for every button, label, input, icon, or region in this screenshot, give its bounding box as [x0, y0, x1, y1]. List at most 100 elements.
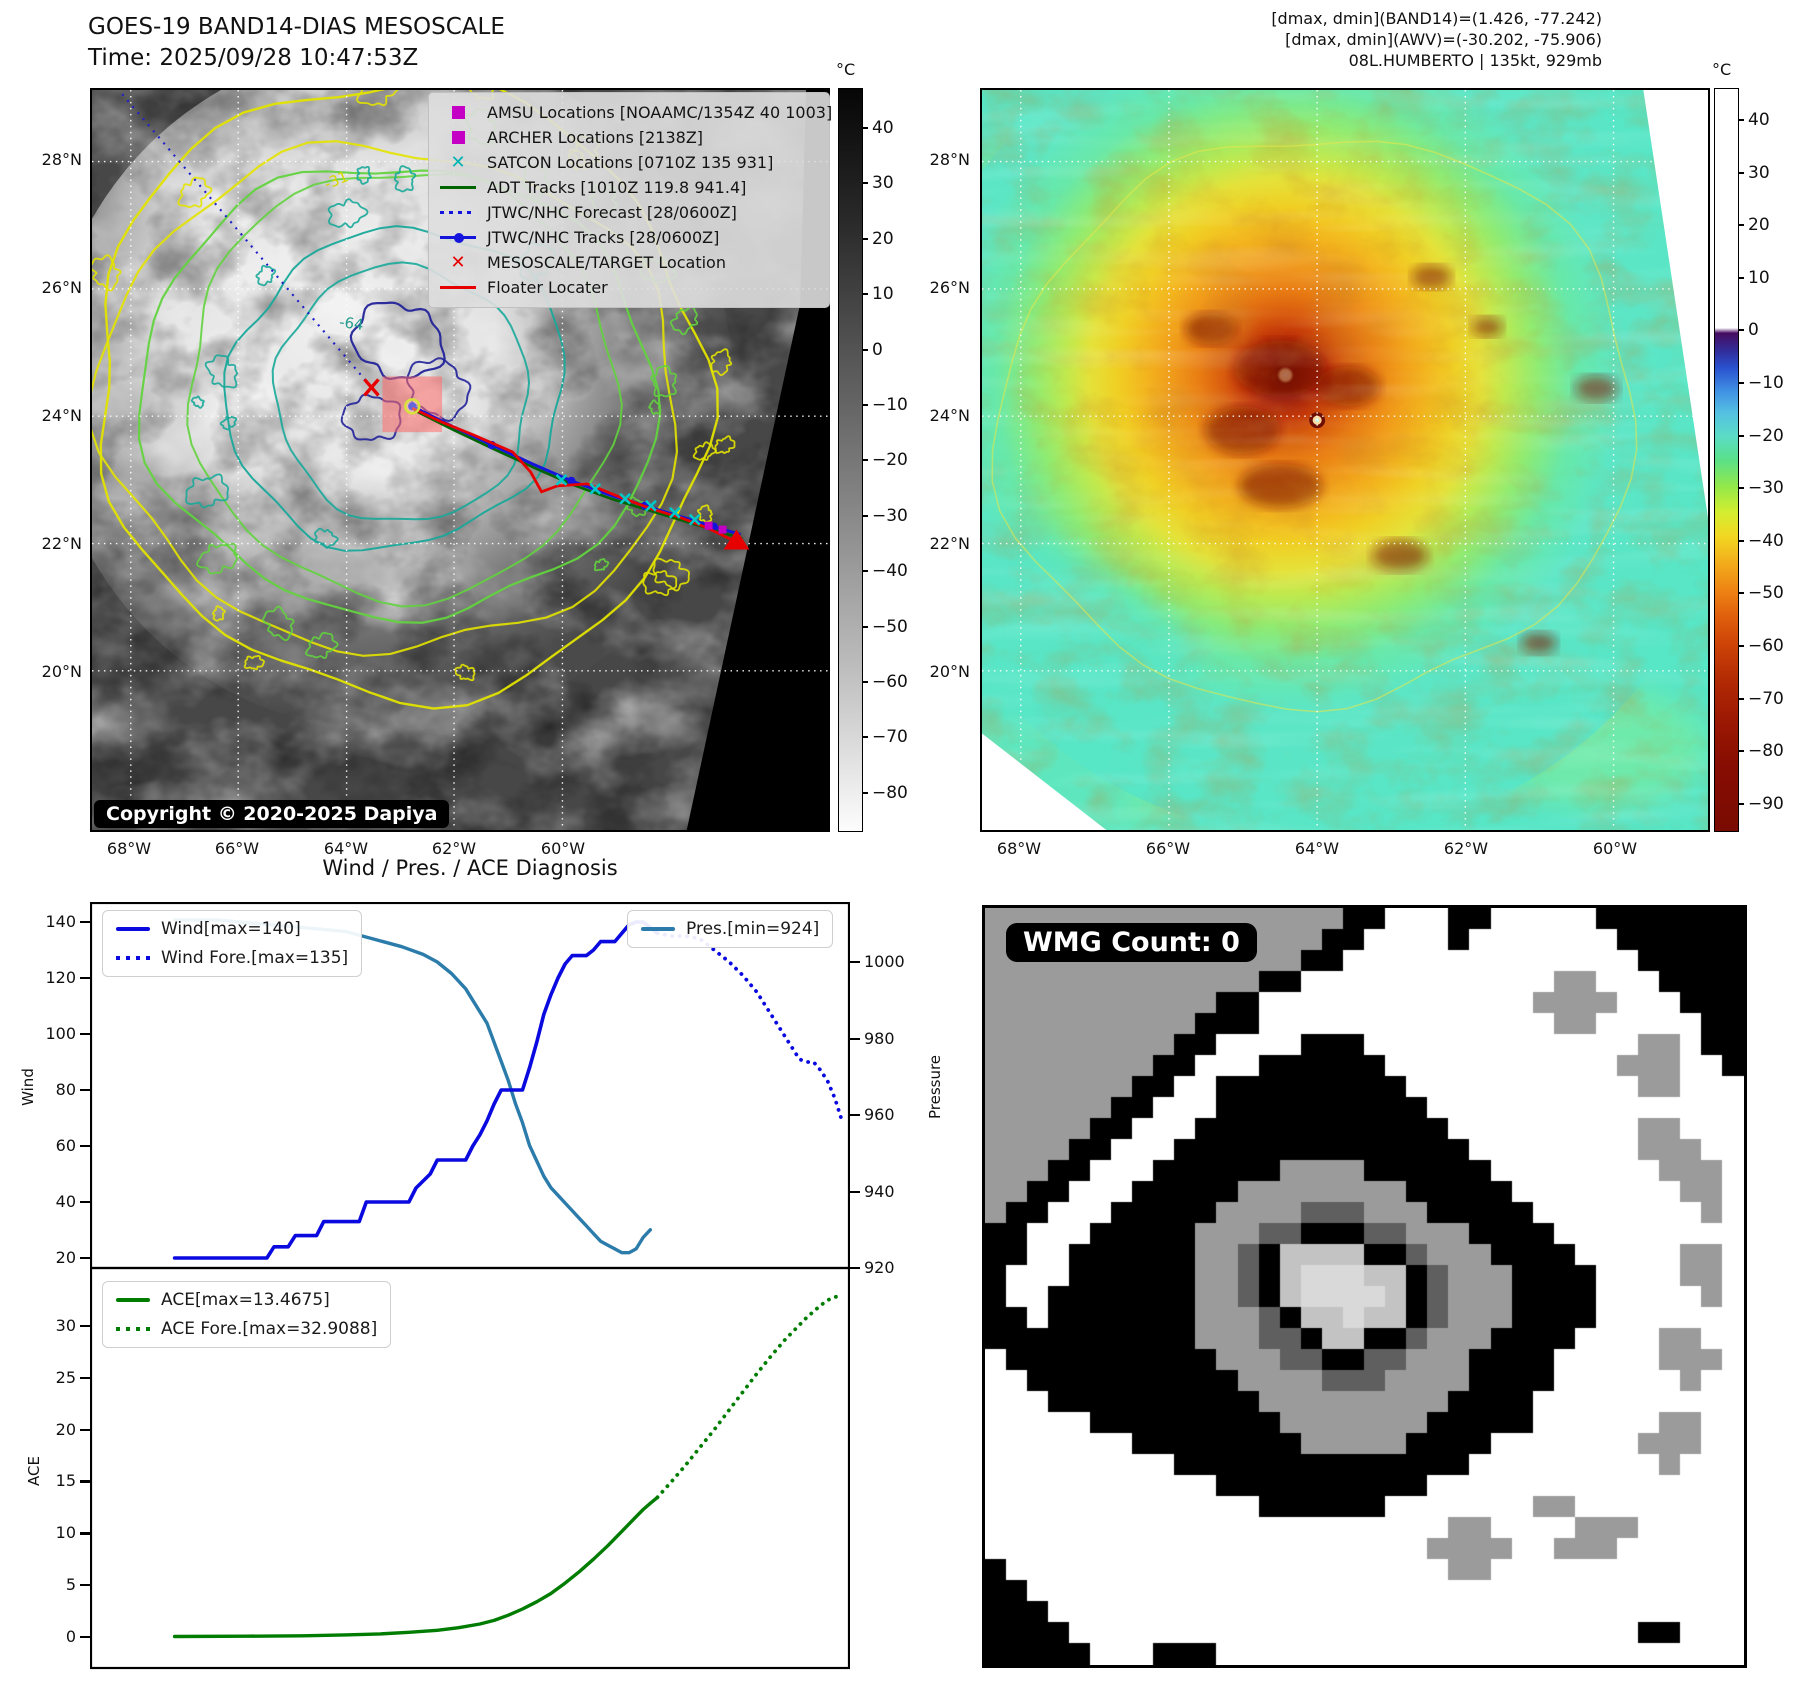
- contour-blob: [190, 395, 205, 409]
- lat-label: 24°N: [929, 406, 970, 425]
- contour-blob: [243, 654, 265, 671]
- legend-label: ARCHER Locations [2138Z]: [487, 128, 704, 147]
- track-end-triangle: [723, 529, 750, 550]
- colorbar-tick: [862, 736, 868, 739]
- lat-label: 26°N: [929, 278, 970, 297]
- colorbar-tick-label: −40: [872, 561, 908, 582]
- contour-blob: [697, 504, 713, 523]
- legend-item: Wind[max=140]: [116, 919, 348, 939]
- ace-line: [172, 1495, 660, 1639]
- chart-tick: [850, 1037, 860, 1040]
- ace-subplot-frame: [90, 1266, 850, 1670]
- ace-legend: ACE[max=13.4675] ACE Fore.[max=32.9088]: [102, 1281, 392, 1348]
- pressure-axis-label: Pressure: [926, 1054, 944, 1120]
- jtwc-track-point: [567, 476, 576, 486]
- lat-label: 28°N: [929, 150, 970, 169]
- lon-label: 68°W: [996, 839, 1042, 858]
- contour-blob: [626, 496, 647, 518]
- legend-label: ADT Tracks [1010Z 119.8 941.4]: [487, 178, 747, 197]
- colorbar-tick: [1738, 802, 1744, 805]
- contour-blob: [185, 473, 229, 509]
- contour-blob: [692, 441, 718, 461]
- line-swatch: [440, 286, 476, 289]
- chart-tick: [80, 1257, 90, 1260]
- line-icon: [429, 286, 487, 289]
- chart-tick: [850, 1267, 860, 1270]
- chart-tick-label: 30: [55, 1315, 76, 1335]
- colorbar-tick: [1738, 487, 1744, 490]
- wmg-pixel-panel: [982, 905, 1747, 1668]
- legend-label: SATCON Locations [0710Z 135 931]: [487, 153, 774, 172]
- chart-tick: [80, 1636, 90, 1639]
- chart-tick-label: 20: [55, 1419, 76, 1439]
- contour-blob: [196, 542, 238, 575]
- contour-blob: [356, 90, 399, 107]
- legend-item: Floater Locater: [429, 275, 829, 300]
- right-colorbar: [1714, 88, 1739, 832]
- lat-label: 22°N: [41, 534, 82, 553]
- colorbar-tick: [862, 625, 868, 628]
- lon-label: 64°W: [323, 839, 369, 858]
- colorbar-tick-label: −90: [1748, 793, 1784, 814]
- contour-blob: [710, 348, 733, 376]
- wind-line: [172, 920, 660, 1260]
- colorbar-tick-label: −60: [872, 672, 908, 692]
- line-swatch: [116, 1298, 150, 1302]
- chart-tick: [80, 1428, 90, 1431]
- contour-blob: [219, 415, 238, 431]
- x-glyph: ✕: [450, 251, 466, 273]
- lat-label: 22°N: [929, 534, 970, 553]
- contour-label-64: -64: [338, 313, 365, 334]
- legend-label: Pres.[min=924]: [686, 919, 820, 939]
- contour-blob: [327, 198, 369, 229]
- pressure-line: [172, 918, 652, 1255]
- contour-blob: [177, 176, 213, 209]
- colorbar-tick: [862, 182, 868, 185]
- lon-label: 62°W: [431, 839, 477, 858]
- chart-tick: [80, 1376, 90, 1379]
- chart-tick-label: 40: [55, 1192, 76, 1211]
- storm-id-intensity: 08L.HUMBERTO | 135kt, 929mb: [1348, 51, 1602, 70]
- colorbar-tick-label: −60: [1748, 636, 1784, 656]
- ace-forecast-dotted: [655, 1294, 844, 1500]
- colorbar-tick-label: −30: [872, 505, 908, 526]
- colorbar-tick-label: 0: [1748, 320, 1759, 341]
- legend-item: ARCHER Locations [2138Z]: [429, 125, 829, 150]
- contour-blob: [393, 165, 417, 193]
- chart-tick: [80, 1089, 90, 1092]
- contour-blob: [305, 631, 339, 659]
- colorbar-tick: [1738, 434, 1744, 437]
- ace-plot: [172, 1294, 844, 1639]
- contour-blob: [356, 165, 372, 185]
- square-swatch: [451, 106, 465, 119]
- contour-blob: [650, 364, 677, 398]
- floater-track: [411, 407, 733, 541]
- chart-tick: [850, 961, 860, 964]
- satcon-x-marker: [555, 474, 568, 486]
- chart-tick-label: 25: [55, 1367, 76, 1387]
- line-icon: [429, 186, 487, 189]
- legend-item: AMSU Locations [NOAAMC/1354Z 40 1003]: [429, 100, 832, 125]
- archer-square-marker: [704, 521, 713, 530]
- contour-blob: [714, 435, 736, 454]
- chart-tick: [80, 1201, 90, 1204]
- legend-label: Wind Fore.[max=135]: [161, 948, 349, 968]
- chart-tick: [850, 1190, 860, 1193]
- chart-tick-label: 100: [45, 1024, 76, 1043]
- wind-legend: Wind[max=140] Wind Fore.[max=135]: [102, 910, 363, 977]
- adt-current-circle: [404, 398, 421, 415]
- satellite-time: Time: 2025/09/28 10:47:53Z: [88, 45, 419, 71]
- square-swatch: [451, 131, 465, 144]
- line-dot-icon: [429, 232, 487, 243]
- colorbar-tick: [1738, 750, 1744, 753]
- satcon-x-marker: [619, 492, 631, 505]
- lat-label: 26°N: [41, 278, 82, 297]
- legend-item: ACE Fore.[max=32.9088]: [116, 1319, 377, 1339]
- colorbar-tick: [862, 293, 868, 296]
- gridlines: [92, 90, 828, 830]
- colorbar-tick-label: −80: [1748, 741, 1784, 762]
- legend-item: ADT Tracks [1010Z 119.8 941.4]: [429, 175, 829, 200]
- contour-blob: [255, 264, 277, 287]
- colorbar-tick: [1738, 119, 1744, 121]
